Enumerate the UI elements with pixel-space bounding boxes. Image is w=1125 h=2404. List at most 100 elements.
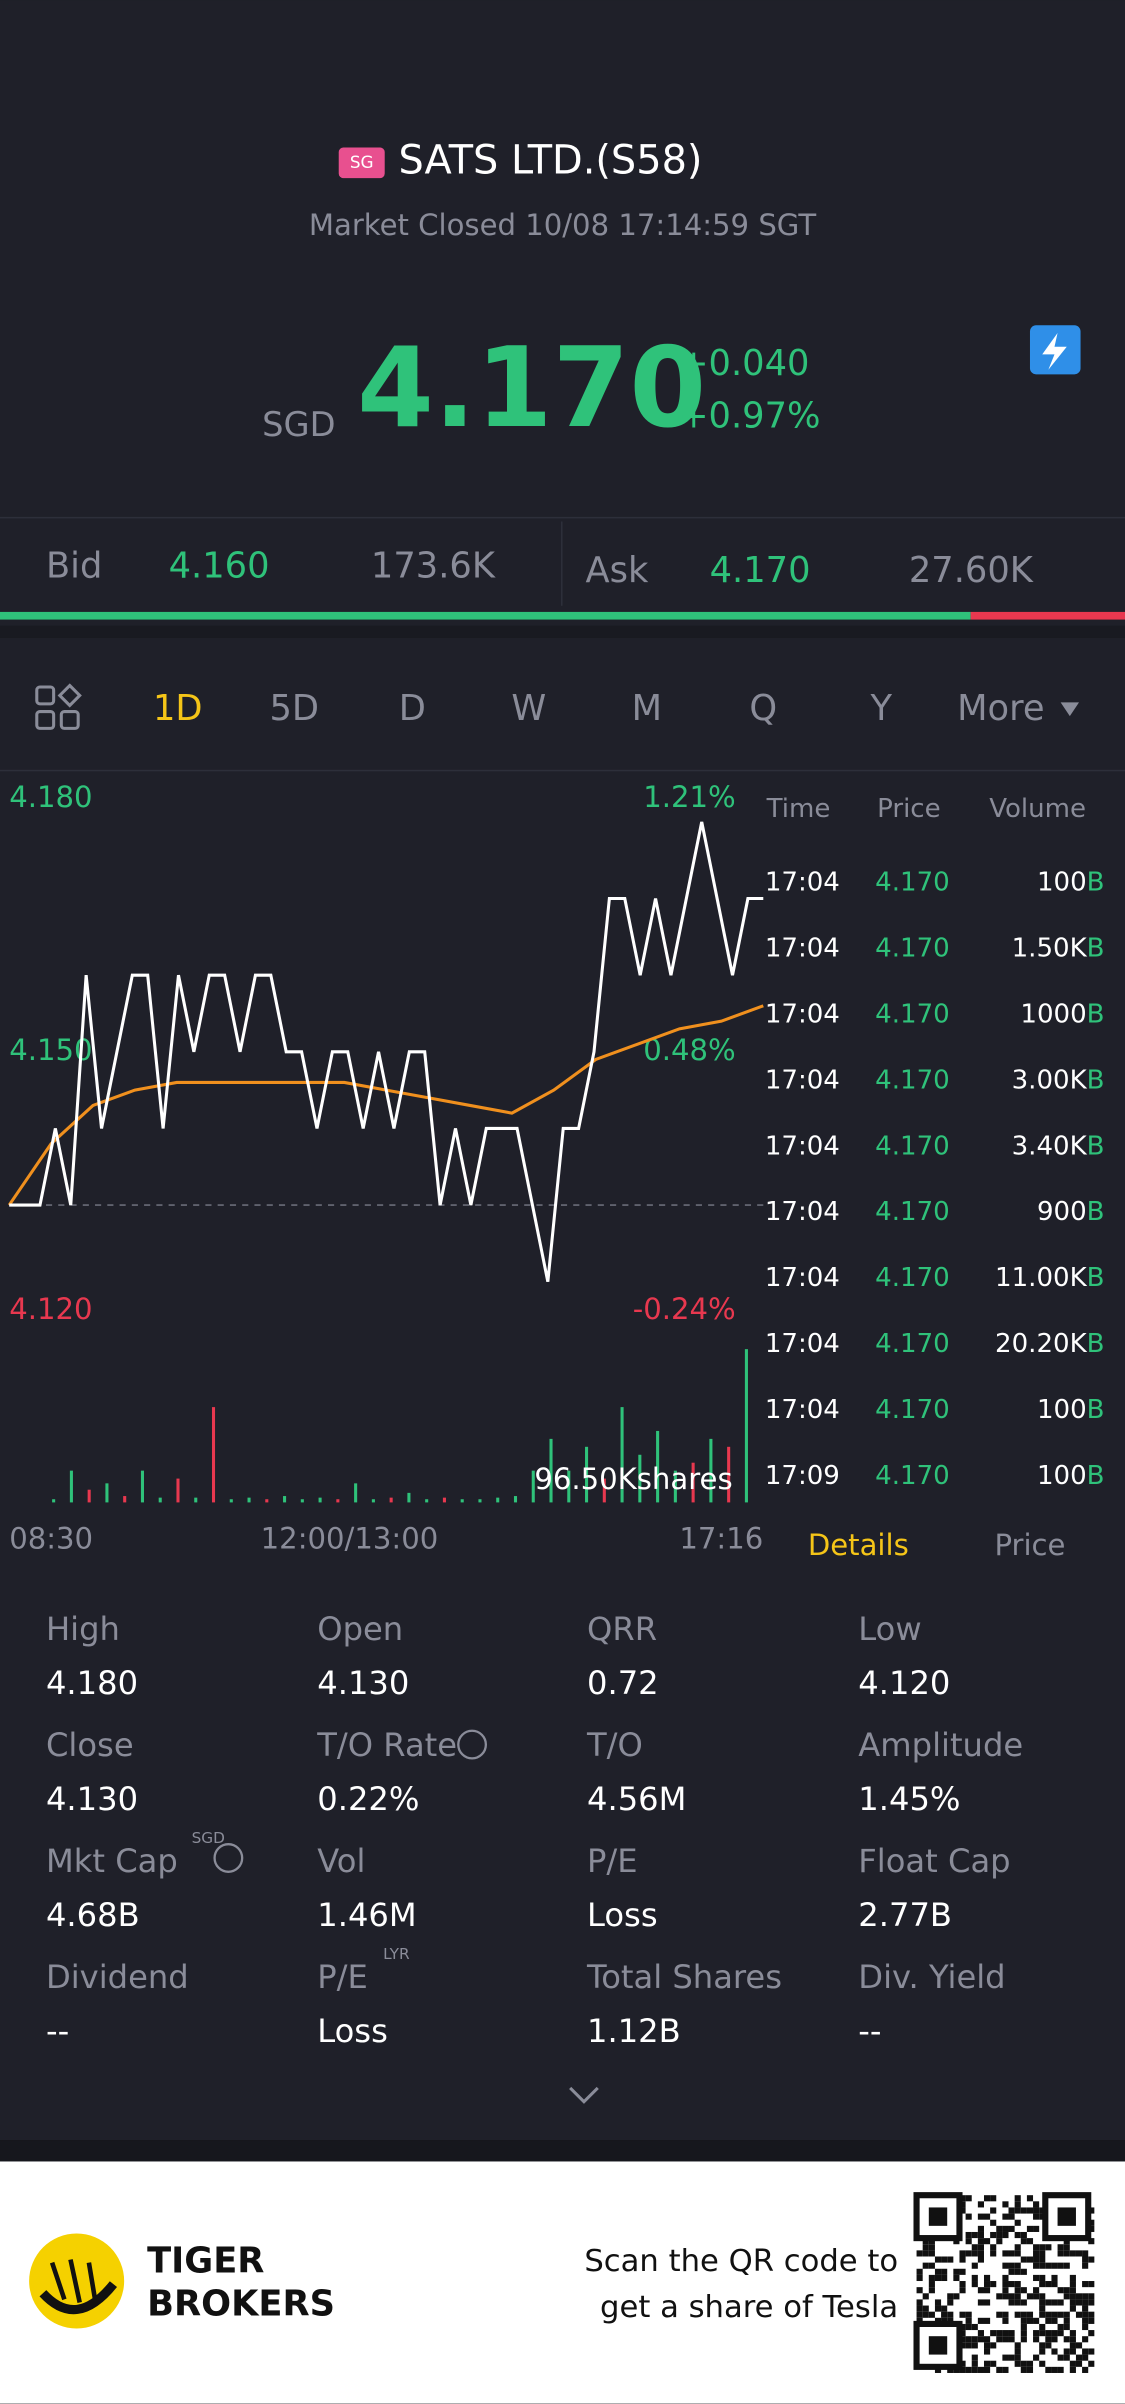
qr-cell	[1014, 2268, 1021, 2275]
detail-tab[interactable]: Price	[994, 1528, 1065, 1562]
tab[interactable]: W	[511, 688, 546, 729]
qr-cell	[1082, 2305, 1089, 2312]
qr-cell	[1057, 2287, 1064, 2294]
stat-label: Total Shares	[586, 1958, 782, 1996]
qr-cell	[977, 2250, 984, 2257]
qr-cell	[1020, 2287, 1027, 2294]
qr-cell	[1014, 2244, 1021, 2251]
qr-cell	[928, 2281, 935, 2288]
qr-cell	[1002, 2287, 1009, 2294]
qr-cell	[983, 2274, 991, 2282]
qr-cell	[1063, 2317, 1070, 2324]
qr-cell	[1039, 2299, 1046, 2306]
qr-cell	[928, 2311, 935, 2318]
currency: SGD	[262, 405, 335, 444]
qr-cell	[1082, 2348, 1089, 2355]
qr-cell	[971, 2250, 978, 2257]
tab[interactable]: D	[399, 688, 426, 729]
qr-cell	[971, 2274, 978, 2282]
tab[interactable]: M	[632, 688, 662, 729]
qr-cell	[922, 2262, 929, 2269]
stat-value: --	[858, 2012, 881, 2050]
qr-cell	[1033, 2330, 1040, 2337]
qr-cell	[922, 2293, 929, 2300]
grid-icon[interactable]	[35, 683, 82, 730]
qr-cell	[1039, 2323, 1046, 2331]
qr-cell	[1057, 2299, 1064, 2306]
qr-cell	[928, 2274, 935, 2282]
trade-side: B	[1087, 1065, 1105, 1095]
bid-label: Bid	[46, 545, 102, 586]
trade-header: Volume	[989, 794, 1086, 824]
qr-cell	[1014, 2262, 1021, 2269]
stat-label: Open	[317, 1610, 403, 1648]
pct-label: -0.24%	[633, 1292, 736, 1326]
tab[interactable]: Y	[870, 688, 893, 729]
volume-bar	[496, 1497, 500, 1503]
stat-value: 2.77B	[858, 1896, 952, 1934]
qr-cell	[1008, 2213, 1015, 2220]
bid: 4.160	[169, 545, 270, 586]
qr-cell	[1082, 2336, 1089, 2343]
stat-value: 0.72	[587, 1664, 659, 1702]
qr-cell	[983, 2336, 991, 2343]
y-label: 4.180	[9, 780, 92, 814]
volume-bar	[123, 1496, 127, 1503]
qr-cell	[1039, 2281, 1046, 2288]
stat-label: P/E	[317, 1958, 368, 1996]
qr-cell	[1008, 2225, 1015, 2232]
qr-cell	[996, 2366, 1003, 2373]
qr-cell	[971, 2244, 978, 2251]
qr-cell	[1033, 2293, 1040, 2300]
tab[interactable]: 1D	[153, 688, 203, 729]
volume-bar	[691, 1462, 695, 1503]
stat-value: Loss	[317, 2012, 388, 2050]
qr-cell	[983, 2195, 991, 2202]
qr-cell	[1033, 2201, 1040, 2208]
qr-cell	[1075, 2342, 1083, 2349]
qr-cell	[1069, 2305, 1076, 2312]
stat-value: 4.68B	[46, 1896, 140, 1934]
qr-cell	[983, 2342, 991, 2349]
trade-time: 17:04	[765, 868, 840, 898]
qr-cell	[965, 2317, 972, 2324]
qr-cell	[1020, 2311, 1027, 2318]
info-icon[interactable]	[457, 1729, 488, 1760]
qr-code	[913, 2192, 1095, 2373]
qr-cell	[1008, 2262, 1015, 2269]
trade-time: 17:04	[765, 934, 840, 964]
stat-value: 0.22%	[317, 1780, 419, 1818]
qr-cell	[965, 2238, 972, 2245]
qr-cell	[1088, 2330, 1095, 2337]
expand-arrow[interactable]	[569, 2086, 599, 2104]
tab[interactable]: More	[957, 688, 1044, 729]
detail-tab[interactable]: Details	[808, 1528, 909, 1562]
qr-cell	[1045, 2336, 1052, 2343]
qr-cell	[1026, 2238, 1034, 2245]
bid-size: 173.6K	[371, 545, 496, 586]
qr-cell	[1082, 2262, 1089, 2269]
qr-cell	[977, 2244, 984, 2251]
trade-side: B	[1087, 1131, 1105, 1161]
trade-time: 17:04	[765, 1131, 840, 1161]
volume-bar	[211, 1407, 216, 1503]
qr-cell	[990, 2244, 997, 2251]
qr-finder	[913, 2320, 963, 2370]
market-badge-text: SG	[350, 152, 374, 172]
qr-cell	[1051, 2311, 1058, 2318]
qr-cell	[983, 2348, 991, 2355]
qr-cell	[971, 2342, 978, 2349]
qr-cell	[1014, 2231, 1021, 2239]
qr-cell	[983, 2366, 991, 2373]
qr-cell	[953, 2268, 960, 2275]
qr-cell	[1051, 2348, 1058, 2355]
ask: 4.170	[710, 550, 811, 591]
volume-bar	[158, 1497, 162, 1503]
tab[interactable]: 5D	[269, 688, 319, 729]
qr-cell	[965, 2342, 972, 2349]
ask-bar	[970, 611, 1125, 620]
qr-cell	[1051, 2299, 1058, 2306]
info-icon[interactable]	[213, 1843, 244, 1873]
tab[interactable]: Q	[749, 688, 777, 729]
qr-cell	[941, 2274, 948, 2282]
